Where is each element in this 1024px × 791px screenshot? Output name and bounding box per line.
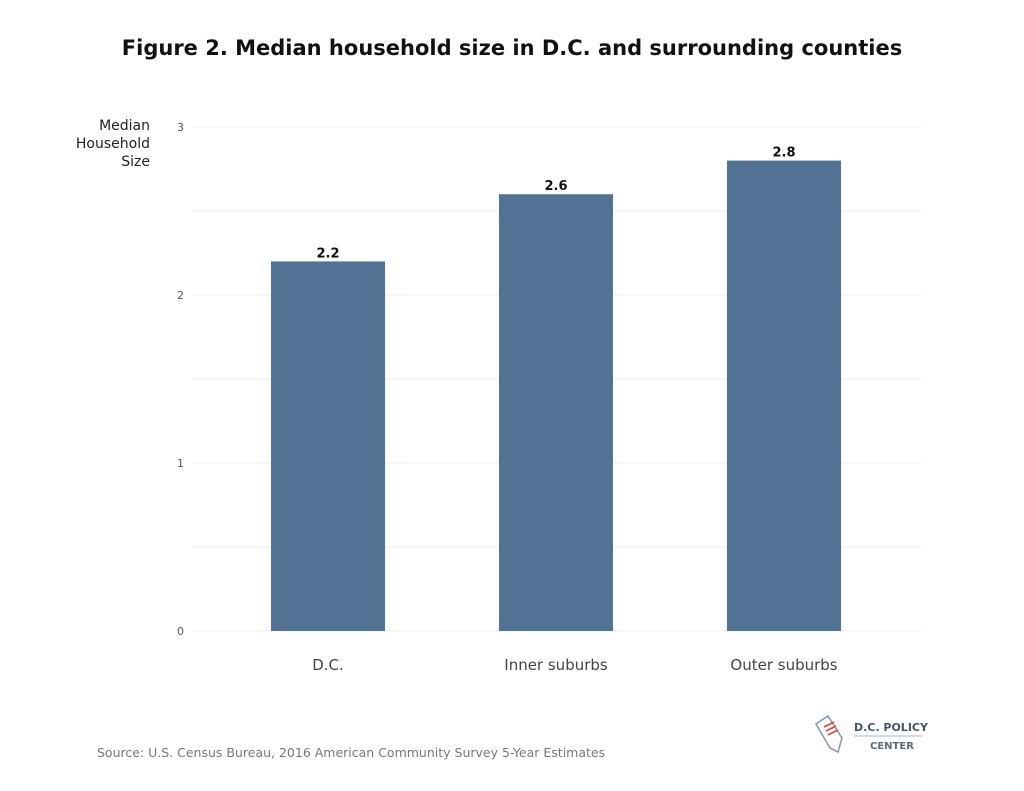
source-note: Source: U.S. Census Bureau, 2016 America… bbox=[97, 745, 606, 760]
svg-text:CENTER: CENTER bbox=[870, 741, 914, 752]
bar bbox=[499, 194, 613, 631]
bar bbox=[271, 261, 385, 631]
y-tick-label: 2 bbox=[177, 289, 184, 302]
y-tick-label: 1 bbox=[177, 457, 184, 470]
data-label: 2.6 bbox=[544, 179, 567, 194]
x-tick-label: D.C. bbox=[312, 656, 344, 674]
x-tick-label: Inner suburbs bbox=[504, 656, 608, 674]
y-tick-label: 3 bbox=[177, 121, 184, 134]
document-icon bbox=[814, 714, 843, 754]
y-axis-label-line: Household bbox=[75, 136, 150, 152]
data-label: 2.8 bbox=[772, 146, 795, 161]
x-tick-label: Outer suburbs bbox=[730, 656, 837, 674]
data-label: 2.2 bbox=[316, 246, 339, 261]
chart-title: Figure 2. Median household size in D.C. … bbox=[121, 36, 903, 60]
bar bbox=[727, 160, 841, 631]
svg-text:D.C. POLICY: D.C. POLICY bbox=[854, 721, 929, 734]
y-tick-label: 0 bbox=[177, 625, 184, 638]
y-axis-label: Median Household Size bbox=[30, 117, 150, 171]
y-axis-label-line: Size bbox=[121, 154, 150, 170]
dc-policy-center-logo: D.C. POLICY CENTER bbox=[814, 714, 929, 754]
y-axis-label-line: Median bbox=[99, 118, 150, 134]
